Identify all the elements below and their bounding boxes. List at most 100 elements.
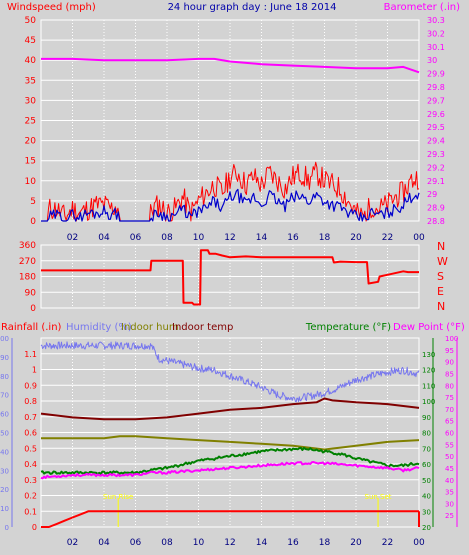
dew-point-tick-label: 40 — [445, 477, 454, 485]
compass-label: N — [437, 240, 445, 253]
time-tick-label: 10 — [193, 233, 205, 243]
temperature-tick-label: 30 — [422, 508, 431, 516]
rainfall-tick-label: 0.9 — [24, 381, 37, 390]
temperature-tick-label: 20 — [422, 524, 431, 532]
windspeed-tick-label: 20 — [25, 137, 37, 147]
direction-tick-label: 360 — [19, 241, 36, 251]
compass-label: E — [437, 285, 444, 298]
time-tick-label: 22 — [382, 538, 393, 548]
temperature-tick-label: 60 — [422, 461, 431, 469]
barometer-tick-label: 29.5 — [427, 123, 445, 132]
compass-label: S — [437, 270, 444, 283]
time-tick-label: 20 — [350, 233, 362, 243]
direction-tick-label: 180 — [19, 273, 36, 283]
barometer-tick-label: 30.2 — [427, 29, 445, 38]
time-tick-label: 18 — [319, 538, 331, 548]
indoor-humidity-line — [41, 435, 420, 451]
direction-tick-label: 270 — [19, 257, 36, 267]
rainfall-tick-label: 0.1 — [24, 507, 37, 516]
temperature-tick-label: 80 — [422, 430, 431, 438]
windspeed-tick-label: 5 — [30, 197, 36, 207]
sun-marker-label: Sun Rise — [103, 493, 133, 501]
humidity-axis-title: Humidity (%) — [66, 322, 132, 333]
windspeed-tick-label: 25 — [25, 117, 36, 127]
time-tick-label: 08 — [161, 538, 173, 548]
rainfall-tick-label: 0.2 — [24, 492, 37, 501]
barometer-tick-label: 30 — [427, 56, 437, 65]
time-tick-label: 20 — [350, 538, 362, 548]
rainfall-tick-label: 0 — [32, 523, 37, 532]
time-tick-label: 04 — [98, 233, 110, 243]
time-tick-label: 06 — [130, 233, 142, 243]
humidity-tick-label: 40 — [0, 448, 9, 456]
time-tick-label: 02 — [67, 538, 78, 548]
humidity-tick-label: 20 — [0, 486, 9, 494]
temperature-tick-label: 110 — [422, 382, 435, 390]
temperature-tick-label: 100 — [422, 398, 435, 406]
dew-point-axis-title: Dew Point (°F) — [393, 322, 465, 333]
compass-label: N — [437, 300, 445, 313]
plot-border — [40, 337, 420, 528]
temperature-tick-label: 70 — [422, 445, 431, 453]
rainfall-tick-label: 0.5 — [24, 444, 37, 453]
temperature-tick-label: 90 — [422, 414, 431, 422]
time-tick-label: 12 — [224, 233, 235, 243]
dew-point-tick-label: 25 — [445, 512, 454, 520]
dew-point-tick-label: 65 — [445, 418, 454, 426]
barometer-tick-label: 28.9 — [427, 204, 445, 213]
temperature-humidity-panel: 010203040506070809010000.10.20.30.40.50.… — [0, 335, 458, 548]
temperature-tick-label: 130 — [422, 351, 435, 359]
windspeed-axis-title: Windspeed (mph) — [7, 2, 96, 13]
humidity-tick-label: 0 — [5, 524, 9, 532]
temperature-axis-title: Temperature (°F) — [305, 322, 391, 333]
windspeed-tick-label: 45 — [25, 36, 36, 46]
time-tick-label: 06 — [130, 538, 142, 548]
wind-direction-line — [41, 249, 419, 306]
time-tick-label: 12 — [224, 538, 235, 548]
wind-barometer-panel: 0 5 10 15 20 25 30 35 40 45 50 28.8 28.9 29 29.1 29.2 29… — [25, 16, 445, 243]
rainfall-tick-label: 0.6 — [24, 429, 37, 438]
barometer-tick-label: 29.6 — [427, 110, 445, 119]
dew-point-tick-label: 85 — [445, 370, 454, 378]
dew-point-tick-label: 45 — [445, 465, 454, 473]
plot-border — [40, 244, 420, 309]
time-tick-label: 10 — [193, 538, 205, 548]
rainfall-axis-title: Rainfall (.in) — [1, 322, 62, 333]
dew-point-tick-label: 50 — [445, 453, 454, 461]
dew-point-tick-label: 55 — [445, 441, 454, 449]
humidity-tick-label: 100 — [0, 335, 9, 343]
time-tick-label: 08 — [161, 233, 173, 243]
barometer-tick-label: 28.8 — [427, 217, 445, 226]
barometer-tick-label: 29.9 — [427, 70, 445, 79]
humidity-line — [40, 341, 420, 403]
time-tick-label: 22 — [382, 233, 393, 243]
windspeed-tick-label: 10 — [25, 177, 37, 187]
barometer-axis-title: Barometer (.in) — [384, 2, 460, 13]
dew-point-tick-label: 80 — [445, 382, 454, 390]
sun-marker-label: Sun Set — [365, 493, 392, 501]
barometer-tick-label: 29.1 — [427, 177, 445, 186]
dew-point-tick-label: 100 — [445, 335, 458, 343]
rainfall-line — [41, 510, 419, 528]
humidity-tick-label: 30 — [0, 467, 9, 475]
direction-tick-label: 0 — [30, 304, 36, 314]
rainfall-tick-label: 0.8 — [24, 397, 37, 406]
compass-label: W — [437, 255, 448, 268]
direction-tick-label: 90 — [25, 288, 37, 298]
windspeed-tick-label: 30 — [25, 96, 37, 106]
barometer-tick-label: 30.1 — [427, 43, 445, 52]
dew-point-tick-label: 75 — [445, 394, 454, 402]
barometer-tick-label: 29.2 — [427, 163, 445, 172]
temperature-tick-label: 120 — [422, 367, 435, 375]
time-tick-label: 14 — [256, 233, 268, 243]
temperature-line — [40, 446, 420, 475]
humidity-tick-label: 10 — [0, 505, 9, 513]
barometer-tick-label: 29.3 — [427, 150, 445, 159]
rainfall-tick-label: 0.3 — [24, 476, 37, 485]
time-tick-label: 04 — [98, 538, 110, 548]
windspeed-tick-label: 40 — [25, 56, 37, 66]
humidity-tick-label: 50 — [0, 430, 9, 438]
